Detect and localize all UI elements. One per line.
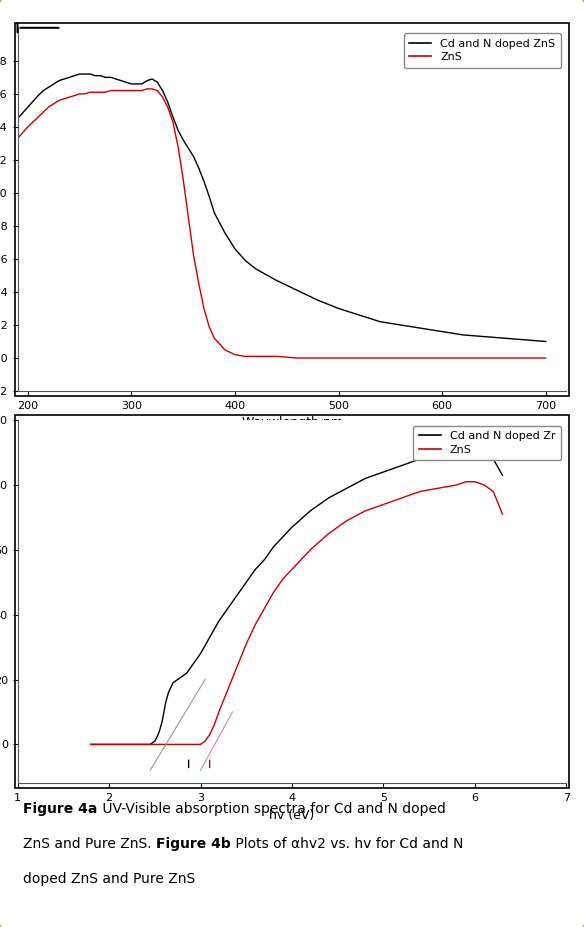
Text: Plots of αhv2 vs. hv for Cd and N: Plots of αhv2 vs. hv for Cd and N	[231, 837, 464, 851]
Text: UV-Visible absorption spectra for Cd and N doped: UV-Visible absorption spectra for Cd and…	[98, 802, 446, 816]
Text: Figure 4b: Figure 4b	[157, 837, 231, 851]
Text: Figure 4a: Figure 4a	[23, 802, 98, 816]
Legend: Cd and N doped Zr, ZnS: Cd and N doped Zr, ZnS	[413, 425, 561, 460]
Legend: Cd and N doped ZnS, ZnS: Cd and N doped ZnS, ZnS	[404, 33, 561, 68]
X-axis label: Wavwlength nm: Wavwlength nm	[242, 416, 342, 429]
Text: ZnS and Pure ZnS.: ZnS and Pure ZnS.	[23, 837, 157, 851]
Text: doped ZnS and Pure ZnS: doped ZnS and Pure ZnS	[23, 872, 196, 886]
X-axis label: hv (eV): hv (eV)	[269, 808, 315, 821]
